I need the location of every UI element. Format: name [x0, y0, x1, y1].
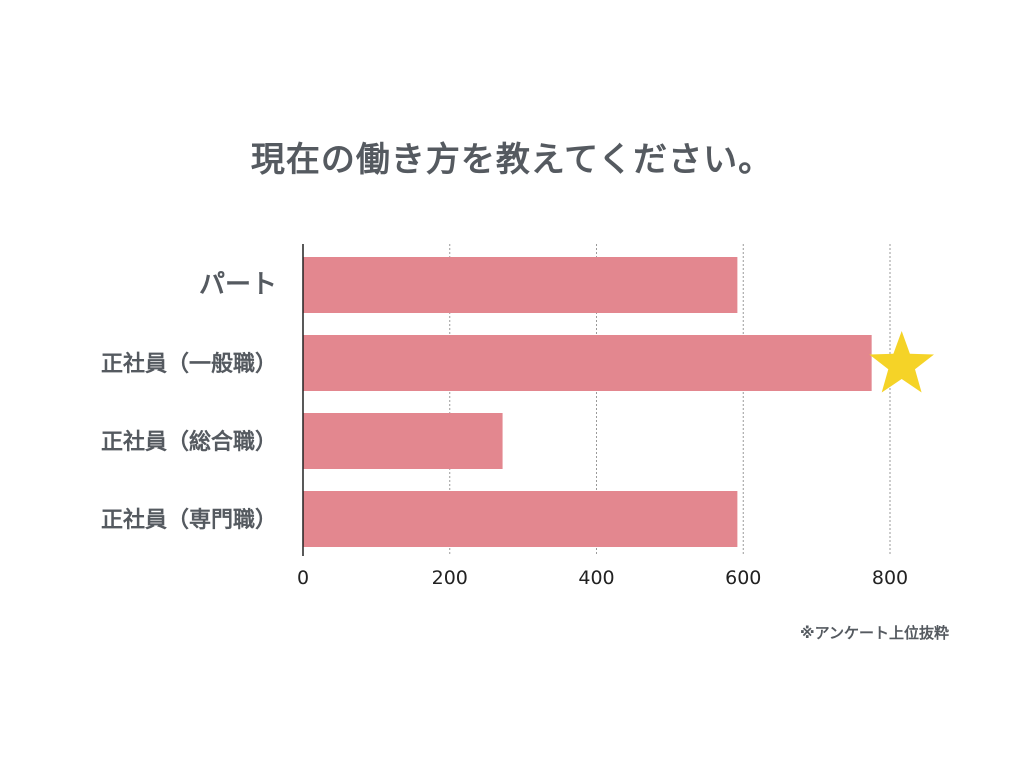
x-tick-label: 800 — [872, 567, 908, 589]
chart-title: 現在の働き方を教えてください。 — [250, 140, 774, 180]
bar — [303, 413, 503, 469]
x-tick-label: 600 — [725, 567, 761, 589]
category-label: パート — [199, 270, 277, 300]
x-tick-label: 400 — [578, 567, 614, 589]
bar — [303, 257, 738, 313]
x-tick-label: 0 — [297, 567, 309, 589]
category-label: 正社員（専門職） — [101, 507, 277, 533]
x-tick-label: 200 — [432, 567, 468, 589]
bar — [303, 491, 738, 547]
category-label: 正社員（総合職） — [101, 429, 277, 455]
category-label: 正社員（一般職） — [101, 351, 277, 377]
footnote: ※アンケート上位抜粋 — [800, 624, 949, 642]
star-icon — [869, 331, 934, 393]
bar — [303, 335, 872, 391]
